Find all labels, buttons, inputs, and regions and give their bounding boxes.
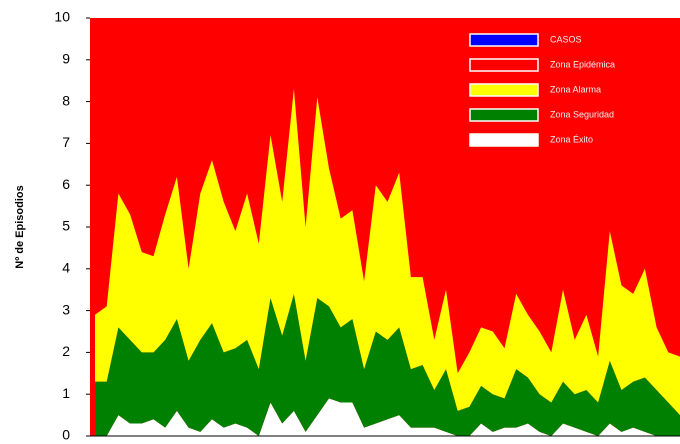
legend-label: Zona Éxito: [550, 134, 593, 144]
legend-swatch: [469, 58, 539, 72]
legend-label: Zona Seguridad: [550, 109, 614, 119]
legend-label: Zona Epidémica: [550, 59, 615, 69]
y-tick-label: 8: [62, 92, 70, 108]
area: [95, 398, 680, 436]
y-tick-label: 0: [62, 427, 70, 443]
y-tick-label: 3: [62, 301, 70, 317]
y-tick-label: 5: [62, 218, 70, 234]
legend-label: CASOS: [550, 34, 582, 44]
y-tick-label: 6: [62, 176, 70, 192]
y-axis-title: Nº de Episodios: [14, 185, 26, 268]
legend-swatch: [469, 33, 539, 47]
y-tick-label: 10: [54, 9, 70, 25]
legend-swatch: [469, 133, 539, 147]
legend-swatch: [469, 83, 539, 97]
y-tick-label: 9: [62, 51, 70, 67]
y-tick-label: 7: [62, 134, 70, 150]
y-tick-label: 4: [62, 260, 70, 276]
area: [95, 89, 680, 416]
y-tick-label: 1: [62, 385, 70, 401]
legend-swatch: [469, 108, 539, 122]
y-tick-label: 2: [62, 343, 70, 359]
area: [95, 293, 680, 436]
legend-label: Zona Alarma: [550, 84, 601, 94]
